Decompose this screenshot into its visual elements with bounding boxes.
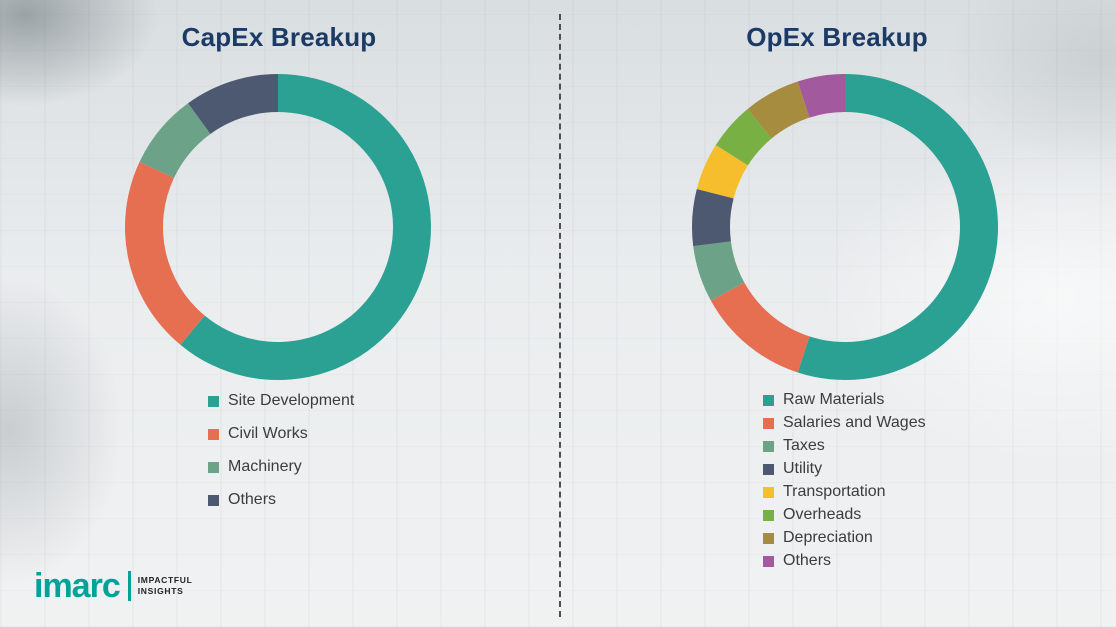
legend-label: Depreciation	[783, 529, 873, 546]
imarc-logo-wordmark: imarc	[34, 567, 121, 605]
legend-swatch	[763, 486, 774, 498]
legend-label: Taxes	[783, 437, 825, 454]
legend-swatch	[763, 440, 774, 452]
legend-item-machinery: Machinery	[208, 458, 354, 476]
donut-segment-salaries-and-wages	[710, 282, 810, 373]
legend-swatch	[763, 417, 774, 429]
donut-segment-overheads	[715, 109, 772, 166]
donut-segment-others	[797, 74, 845, 118]
donut-segment-site-development	[180, 74, 431, 380]
legend-item-taxes: Taxes	[763, 437, 926, 455]
legend-label: Overheads	[783, 506, 862, 523]
legend-item-utility: Utility	[763, 460, 926, 478]
legend-swatch	[763, 463, 774, 475]
legend-swatch	[763, 555, 774, 567]
legend-item-depreciation: Depreciation	[763, 529, 926, 547]
opex-donut	[690, 72, 1000, 382]
imarc-tagline-line2: INSIGHTS	[137, 586, 184, 596]
legend-label: Civil Works	[228, 425, 308, 442]
vertical-dashed-divider	[559, 14, 561, 617]
legend-label: Utility	[783, 460, 823, 477]
legend-item-raw-materials: Raw Materials	[763, 391, 926, 409]
legend-swatch	[763, 532, 774, 544]
imarc-tagline-line1: IMPACTFUL	[137, 574, 193, 585]
legend-item-civil-works: Civil Works	[208, 425, 354, 443]
legend-swatch	[763, 509, 774, 521]
legend-item-others: Others	[763, 552, 926, 570]
imarc-logo-divider-bar	[127, 571, 131, 601]
opex-legend: Raw Materials Salaries and Wages Taxes Util…	[763, 391, 926, 575]
capex-donut-chart	[124, 74, 431, 380]
legend-item-salaries-and-wages: Salaries and Wages	[763, 414, 926, 432]
donut-segment-taxes	[693, 241, 745, 301]
legend-label: Others	[228, 491, 277, 508]
opex-donut-chart	[692, 74, 999, 380]
legend-swatch	[208, 461, 219, 473]
donut-segment-depreciation	[747, 81, 810, 139]
legend-swatch	[208, 494, 219, 506]
legend-label: Others	[783, 552, 832, 569]
legend-label: Machinery	[228, 458, 302, 475]
imarc-logo-tagline: IMPACTFUL INSIGHTS	[138, 575, 193, 597]
legend-item-overheads: Overheads	[763, 506, 926, 524]
legend-label: Salaries and Wages	[783, 414, 926, 431]
opex-chart-title: OpEx Breakup	[746, 22, 928, 52]
legend-swatch	[208, 395, 219, 407]
opex-panel: OpEx Breakup Raw Materials Salaries and W…	[558, 0, 1116, 627]
capex-donut	[123, 72, 433, 382]
capex-panel: CapEx Breakup Site Development Civil Work…	[123, 22, 433, 524]
legend-item-transportation: Transportation	[763, 483, 926, 501]
donut-segment-utility	[692, 188, 734, 247]
capex-chart-title: CapEx Breakup	[181, 22, 377, 52]
donut-segment-raw-materials	[797, 74, 999, 380]
legend-swatch	[208, 428, 219, 440]
donut-segment-civil-works	[124, 161, 205, 345]
donut-segment-others	[188, 74, 278, 134]
legend-label: Transportation	[783, 483, 886, 500]
legend-label: Raw Materials	[783, 391, 885, 408]
legend-label: Site Development	[228, 392, 355, 409]
legend-item-site-development: Site Development	[208, 392, 354, 410]
capex-legend: Site Development Civil Works Machinery Othe…	[208, 392, 354, 524]
legend-swatch	[763, 394, 774, 406]
legend-item-others: Others	[208, 491, 354, 509]
imarc-logo: imarc IMPACTFUL INSIGHTS	[34, 569, 193, 603]
donut-segment-transportation	[696, 145, 748, 199]
donut-segment-machinery	[139, 103, 211, 179]
